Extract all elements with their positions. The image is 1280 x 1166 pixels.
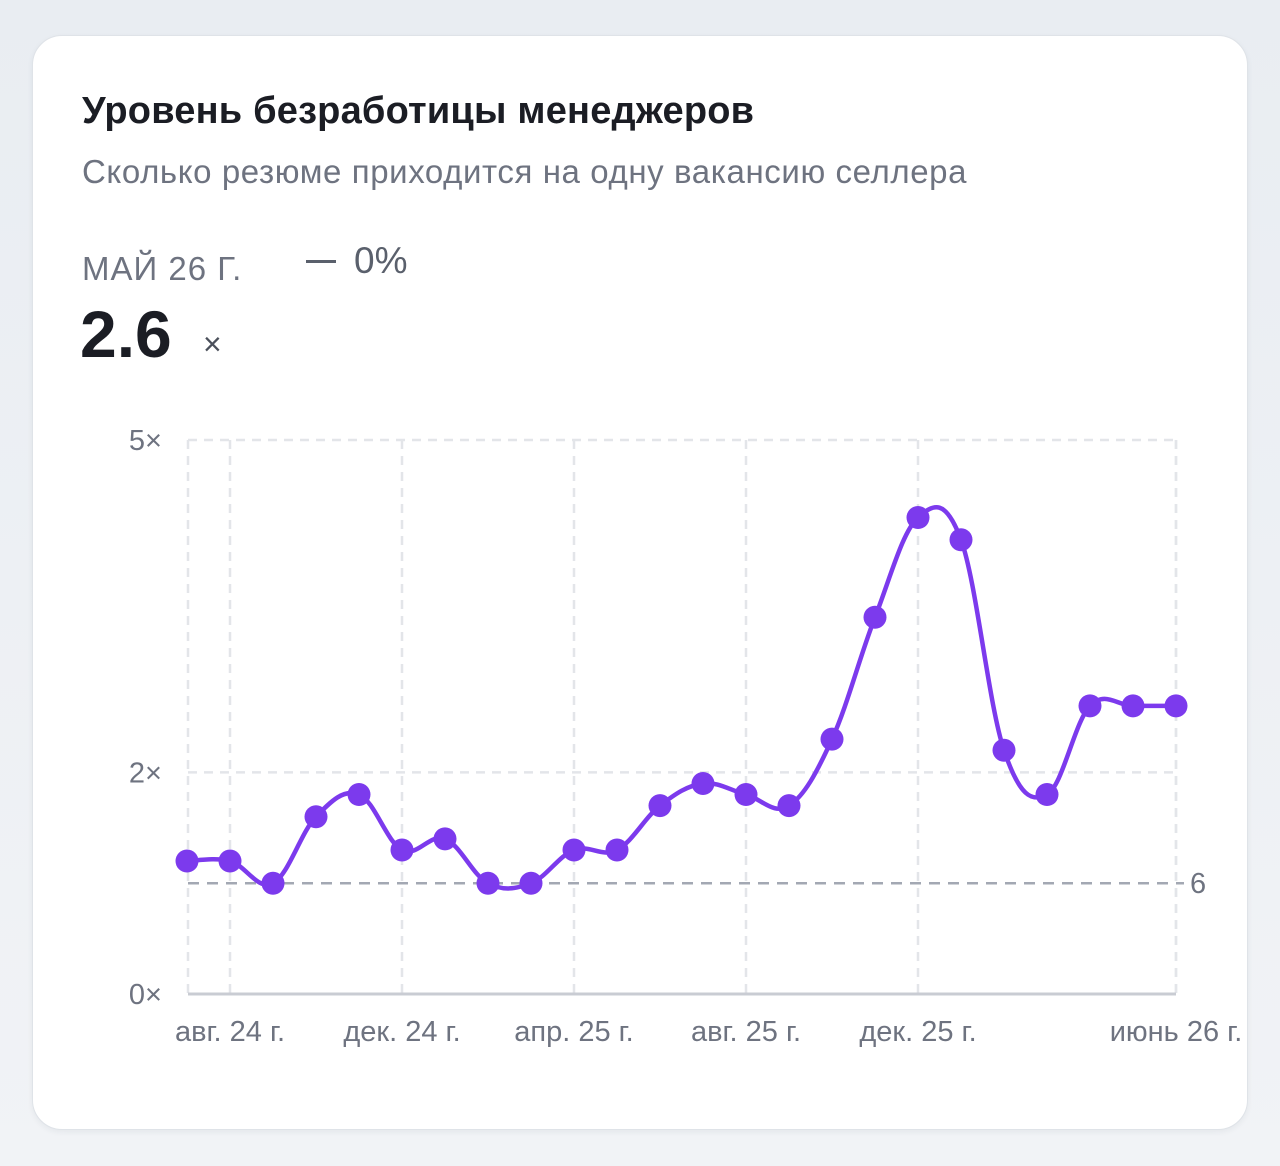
data-point — [1121, 694, 1145, 718]
data-point — [261, 871, 285, 895]
change-indicator: 0% — [306, 240, 407, 282]
x-tick-label: дек. 25 г. — [859, 1016, 976, 1048]
y-tick-label: 2× — [129, 757, 162, 789]
chart-subtitle: Сколько резюме приходится на одну ваканс… — [82, 153, 968, 190]
change-value: 0% — [354, 240, 408, 281]
current-value: 2.6 — [80, 297, 172, 371]
data-point — [519, 871, 543, 895]
x-tick-label: дек. 24 г. — [343, 1016, 460, 1048]
data-point — [476, 871, 500, 895]
x-tick-label: июнь 26 г. — [1110, 1016, 1243, 1048]
chart-card — [32, 35, 1248, 1130]
series-line — [184, 505, 1179, 891]
data-point — [992, 738, 1016, 762]
data-point — [218, 849, 242, 873]
data-point — [605, 838, 629, 862]
dash-icon — [306, 259, 336, 263]
value-unit: × — [203, 326, 222, 362]
data-point — [433, 827, 457, 851]
period-label: МАЙ 26 Г. — [82, 250, 243, 287]
data-point — [175, 849, 199, 873]
x-tick-label: авг. 25 г. — [691, 1016, 801, 1048]
data-point — [820, 727, 844, 751]
reference-line-label: 6 — [1190, 868, 1206, 900]
data-point — [863, 605, 887, 629]
data-point — [734, 783, 758, 807]
data-point — [691, 771, 715, 795]
data-point — [347, 783, 371, 807]
data-point — [390, 838, 414, 862]
data-point — [1035, 783, 1059, 807]
y-tick-label: 5× — [129, 425, 162, 457]
y-tick-label: 0× — [129, 979, 162, 1011]
data-point — [304, 805, 328, 829]
data-point — [1078, 694, 1102, 718]
data-point — [777, 794, 801, 818]
x-tick-label: апр. 25 г. — [514, 1016, 633, 1048]
data-point — [648, 794, 672, 818]
x-tick-label: авг. 24 г. — [175, 1016, 285, 1048]
data-point — [949, 528, 973, 552]
data-point — [1164, 694, 1188, 718]
chart-title: Уровень безработицы менеджеров — [82, 90, 755, 132]
data-point — [562, 838, 586, 862]
data-point — [906, 506, 930, 530]
